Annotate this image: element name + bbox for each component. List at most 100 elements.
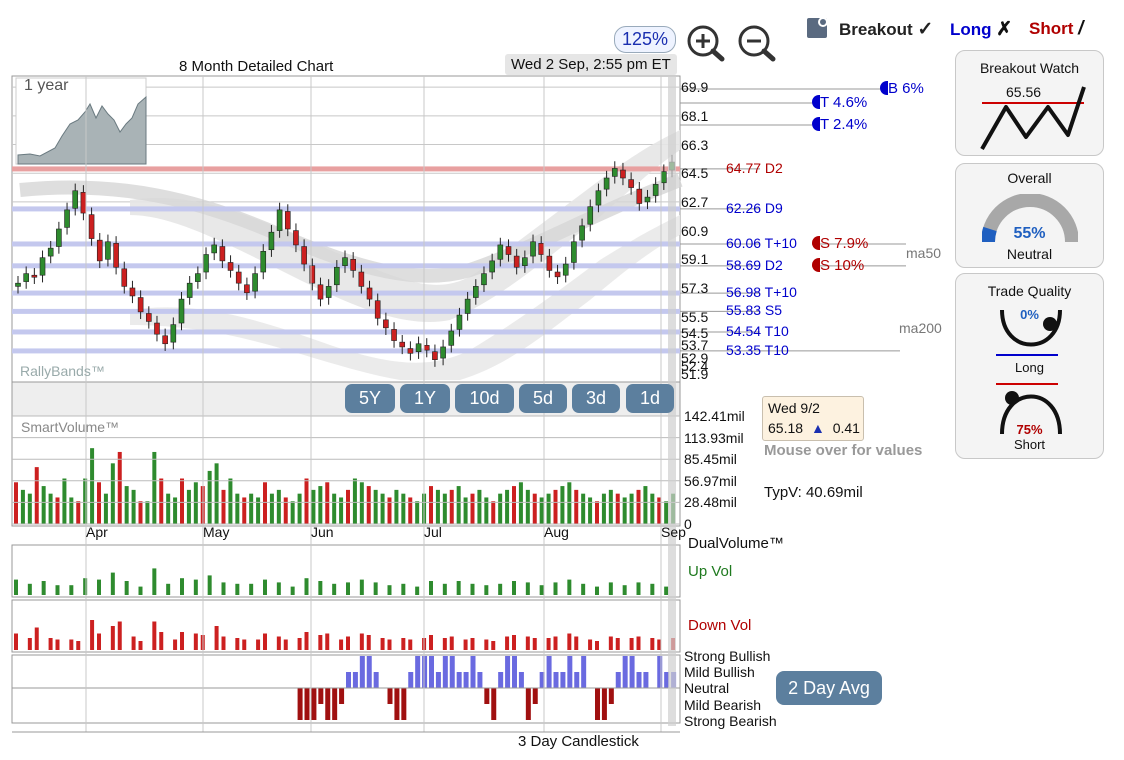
- down-bar-47: [339, 639, 344, 650]
- volume-bar-47: [339, 497, 344, 524]
- candle-body-68: [571, 241, 577, 263]
- breakout-watch-title: Breakout Watch: [979, 60, 1080, 76]
- down-bar-90: [636, 636, 641, 650]
- month-label-2: Jun: [311, 524, 334, 540]
- down-bar-15: [117, 621, 122, 650]
- candle-body-56: [472, 286, 479, 298]
- up-bar-46: [332, 583, 337, 595]
- target-label-1: T 4.6%: [812, 94, 867, 111]
- up-bar-60: [429, 581, 433, 595]
- sentiment-bar-71: [505, 656, 511, 688]
- candle-body-31: [268, 231, 275, 251]
- candle-body-10: [96, 239, 103, 262]
- down-bar-63: [449, 636, 454, 650]
- level-band-4: [12, 206, 680, 212]
- volume-bar-2: [27, 493, 32, 524]
- up-bar-0: [14, 579, 18, 595]
- down-bar-56: [401, 638, 406, 650]
- level-band-9: [12, 329, 680, 335]
- breakout-watch-panel[interactable]: Breakout Watch 65.56: [955, 50, 1104, 156]
- rallybands-watermark: RallyBands™: [20, 363, 105, 379]
- up-bar-6: [55, 585, 60, 595]
- volume-bar-12: [97, 482, 101, 524]
- timeframe-3d-button[interactable]: 3d: [572, 384, 620, 413]
- volume-bars: [14, 448, 676, 524]
- sentiment-bar-86: [608, 688, 614, 704]
- volume-bar-42: [304, 478, 309, 524]
- volume-bar-4: [41, 486, 46, 524]
- candle-body-53: [448, 330, 455, 346]
- magnifier-minus-icon[interactable]: [737, 24, 777, 62]
- up-bar-30: [221, 582, 226, 595]
- down-vol-label: Down Vol: [688, 617, 752, 634]
- volume-bar-32: [235, 493, 240, 524]
- price-tick-0: 69.9: [681, 79, 709, 96]
- volume-tick-2: 85.45mil: [684, 451, 737, 468]
- month-label-5: Sep: [661, 524, 686, 540]
- zoom-level-badge[interactable]: 125%: [614, 26, 676, 53]
- two-day-avg-button[interactable]: 2 Day Avg: [776, 671, 882, 705]
- candle-body-16: [146, 313, 152, 322]
- up-bar-16: [124, 581, 129, 595]
- down-bar-32: [235, 638, 240, 650]
- candle-body-62: [522, 257, 528, 266]
- down-volume-bars: [14, 620, 676, 650]
- volume-bar-9: [76, 501, 81, 524]
- sentiment-bar-63: [449, 656, 455, 688]
- timeframe-5d-button[interactable]: 5d: [519, 384, 567, 413]
- overall-panel[interactable]: Overall 55% Neutral: [955, 163, 1104, 268]
- level-label-9: 54.54 T10: [726, 322, 789, 339]
- cross-icon: ✗: [996, 19, 1013, 40]
- sentiment-bar-76: [539, 672, 545, 688]
- sentiment-bar-79: [560, 672, 566, 688]
- down-bar-5: [48, 638, 53, 650]
- inset-label[interactable]: 1 year: [24, 77, 69, 94]
- down-bar-12: [97, 633, 101, 650]
- info-change: 0.41: [832, 420, 860, 436]
- up-bar-2: [27, 583, 32, 595]
- sentiment-bar-66: [470, 656, 476, 688]
- down-bar-17: [131, 636, 136, 650]
- level-label-6: 58.69 D2: [726, 256, 783, 273]
- down-bar-20: [152, 621, 157, 650]
- down-bar-77: [546, 638, 551, 650]
- sentiment-bar-91: [643, 672, 649, 688]
- candle-body-77: [644, 196, 651, 203]
- sentiment-mild-bullish: Mild Bullish: [684, 664, 755, 680]
- timeframe-10d-button[interactable]: 10d: [455, 384, 514, 413]
- magnifier-plus-icon[interactable]: [686, 24, 726, 62]
- timeframe-1y-button[interactable]: 1Y: [400, 384, 450, 413]
- sentiment-bar-67: [477, 672, 483, 688]
- sentiment-bar-75: [532, 688, 538, 704]
- timeframe-5y-button[interactable]: 5Y: [345, 384, 395, 413]
- mouse-over-hint: Mouse over for values: [764, 442, 923, 459]
- candle-body-4: [47, 247, 54, 257]
- candle-body-70: [587, 206, 594, 225]
- volume-bar-13: [103, 493, 108, 524]
- bookmark-icon[interactable]: [806, 17, 830, 41]
- up-bar-48: [346, 582, 350, 595]
- down-bar-0: [14, 633, 18, 650]
- volume-bar-14: [110, 463, 115, 524]
- candle-body-1: [23, 273, 29, 282]
- down-bar-3: [34, 627, 39, 650]
- candle-body-61: [513, 255, 520, 268]
- up-bar-52: [373, 582, 378, 595]
- breakout-pattern-icon: [980, 86, 1086, 150]
- down-bar-6: [55, 639, 60, 650]
- stop-label-1: S 10%: [812, 257, 864, 274]
- candle-body-74: [620, 169, 626, 179]
- timeframe-1d-button[interactable]: 1d: [626, 384, 674, 413]
- candle-body-39: [334, 266, 340, 286]
- volume-bar-69: [491, 501, 496, 524]
- up-bar-22: [166, 583, 171, 595]
- down-bar-21: [159, 632, 164, 650]
- down-bar-33: [242, 639, 247, 650]
- down-bar-57: [408, 639, 413, 650]
- volume-bar-7: [62, 478, 67, 524]
- trade-quality-panel[interactable]: Trade Quality 0% Long 75% Short: [955, 273, 1104, 459]
- level-label-10: 53.35 T10: [726, 341, 789, 358]
- sentiment-panel: [11, 654, 681, 724]
- down-bar-39: [283, 639, 288, 650]
